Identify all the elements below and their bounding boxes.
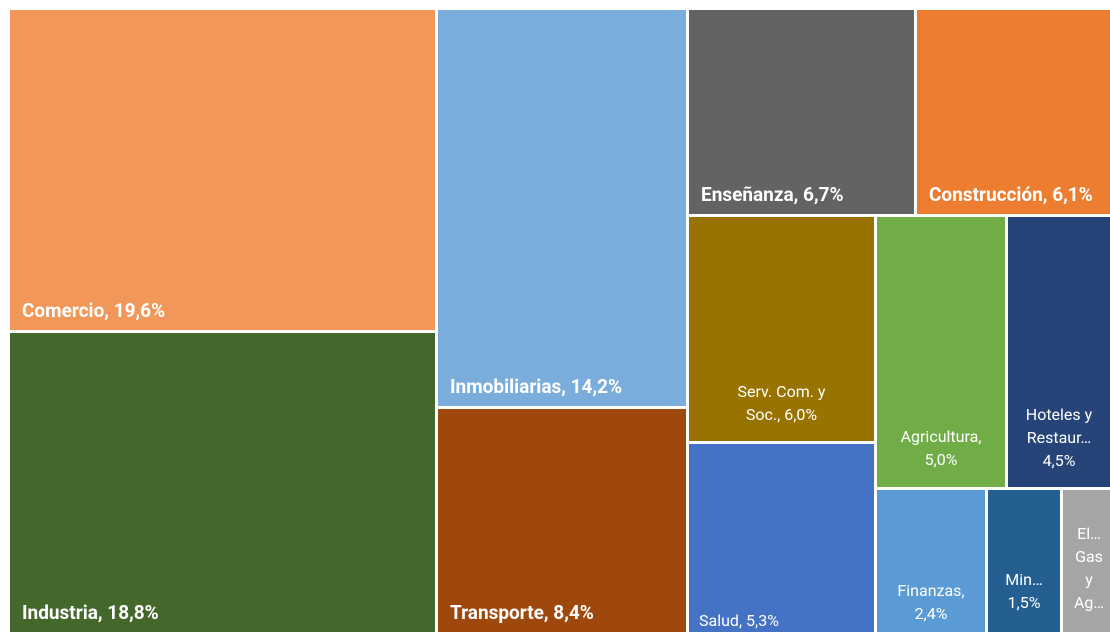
tile-label: Enseñanza, 6,7%	[701, 183, 844, 206]
tile-rect	[917, 10, 1110, 214]
tile-label: Comercio, 19,6%	[22, 299, 165, 322]
tile-label: Finanzas, 2,4%	[897, 581, 964, 623]
tile-label: Min… 1,5%	[1005, 570, 1042, 612]
tile: El… Gas y Ag…	[1063, 490, 1110, 632]
label-line: y	[1085, 570, 1093, 589]
tile-rect	[10, 10, 435, 330]
label-line: Agricultura,	[901, 427, 982, 446]
label-line: Gas	[1075, 547, 1103, 566]
label-line: Enseñanza, 6,7%	[701, 183, 844, 206]
tile: Serv. Com. y Soc., 6,0%	[689, 217, 874, 441]
tile-label: Transporte, 8,4%	[450, 601, 594, 624]
label-line: Hoteles y	[1026, 405, 1093, 424]
tile-rect	[10, 333, 435, 632]
tile: Salud, 5,3%	[689, 444, 874, 632]
tile-rect	[988, 490, 1060, 632]
tile: Inmobiliarias, 14,2%	[438, 10, 686, 406]
tile: Enseñanza, 6,7%	[689, 10, 914, 214]
label-line: 2,4%	[915, 604, 948, 623]
tile: Transporte, 8,4%	[438, 409, 686, 632]
tile-label: El… Gas y Ag…	[1074, 524, 1104, 612]
tile: Construcción, 6,1%	[917, 10, 1110, 214]
label-line: 1,5%	[1008, 593, 1041, 612]
tile: Comercio, 19,6%	[10, 10, 435, 330]
label-line: 5,0%	[925, 450, 958, 469]
tile-label: Serv. Com. y Soc., 6,0%	[738, 382, 826, 424]
label-line: Min…	[1005, 570, 1042, 589]
tile-label: Salud, 5,3%	[699, 611, 779, 630]
tile-label: Inmobiliarias, 14,2%	[450, 375, 622, 398]
tile-label: Construcción, 6,1%	[929, 183, 1093, 206]
tile: Finanzas, 2,4%	[877, 490, 985, 632]
label-line: Soc., 6,0%	[746, 405, 817, 424]
label-line: Salud, 5,3%	[699, 611, 779, 630]
tile-label: Agricultura, 5,0%	[901, 427, 982, 469]
label-line: El…	[1077, 524, 1101, 543]
label-line: Ag…	[1074, 593, 1104, 612]
label-line: Industria, 18,8%	[22, 601, 159, 624]
tile-rect	[689, 217, 874, 441]
tile-label: Industria, 18,8%	[22, 601, 159, 624]
label-line: Serv. Com. y	[738, 382, 826, 401]
label-line: 4,5%	[1043, 451, 1076, 470]
tile-rect	[877, 217, 1005, 487]
label-line: Inmobiliarias, 14,2%	[450, 375, 622, 398]
tile-rect	[438, 10, 686, 406]
label-line: Finanzas,	[897, 581, 964, 600]
tile: Industria, 18,8%	[10, 333, 435, 632]
tile: Min… 1,5%	[988, 490, 1060, 632]
tile-rect	[1063, 490, 1110, 632]
tile: Agricultura, 5,0%	[877, 217, 1005, 487]
tile-rect	[689, 10, 914, 214]
tile: Hoteles y Restaur… 4,5%	[1008, 217, 1110, 487]
tile-rect	[1008, 217, 1110, 487]
label-line: Transporte, 8,4%	[450, 601, 594, 624]
label-line: Construcción, 6,1%	[929, 183, 1093, 206]
label-line: Restaur…	[1027, 428, 1092, 447]
label-line: Comercio, 19,6%	[22, 299, 165, 322]
tile-rect	[689, 444, 874, 632]
tile-label: Hoteles y Restaur… 4,5%	[1026, 405, 1093, 470]
tile-rect	[438, 409, 686, 632]
tile-rect	[877, 490, 985, 632]
